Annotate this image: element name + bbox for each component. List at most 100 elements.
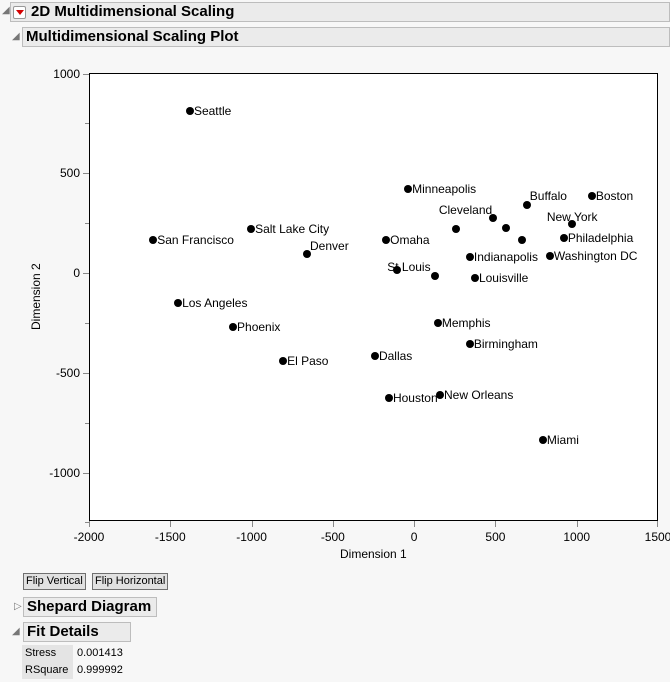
- data-point[interactable]: [470, 273, 479, 282]
- data-point[interactable]: [174, 298, 183, 307]
- data-point[interactable]: [451, 225, 460, 234]
- point-label: Seattle: [193, 104, 232, 118]
- point-label: Denver: [310, 239, 349, 254]
- report-title: 2D Multidimensional Scaling: [31, 3, 235, 20]
- x-tick-label: 500: [485, 530, 506, 544]
- data-point[interactable]: [435, 391, 444, 400]
- point-label: Birmingham: [473, 337, 538, 352]
- x-tick-label: -2000: [73, 530, 105, 544]
- data-point[interactable]: [545, 252, 554, 261]
- data-point[interactable]: [247, 225, 256, 234]
- data-point[interactable]: [303, 250, 311, 259]
- y-minor-tick: [85, 522, 89, 524]
- collapse-triangle-icon[interactable]: ◢: [12, 626, 20, 637]
- data-point[interactable]: [382, 236, 391, 245]
- y-minor-tick: [85, 422, 89, 424]
- data-point[interactable]: [488, 213, 497, 222]
- point-label: Cleveland: [438, 202, 493, 217]
- point-label: New Orleans: [443, 388, 514, 403]
- point-label: Minneapolis: [412, 182, 477, 196]
- y-tick-label: -1000: [49, 465, 80, 480]
- x-tick: [170, 521, 172, 527]
- flip-horizontal-button[interactable]: Flip Horizontal: [92, 573, 169, 590]
- fit-label: Stress: [22, 645, 73, 662]
- y-tick: [83, 73, 89, 75]
- point-label: St Louis: [387, 260, 431, 274]
- shepard-diagram-header[interactable]: Shepard Diagram: [23, 597, 157, 617]
- data-point[interactable]: [465, 340, 474, 349]
- x-tick: [89, 521, 90, 527]
- x-tick: [657, 521, 658, 527]
- point-label: Philadelphia: [567, 231, 634, 246]
- y-tick: [83, 472, 89, 474]
- collapse-triangle-icon[interactable]: ◢: [2, 5, 10, 16]
- point-label: San Francisco: [157, 233, 234, 248]
- fit-details-title: Fit Details: [27, 623, 99, 640]
- x-tick: [576, 521, 578, 527]
- data-point[interactable]: [404, 185, 413, 193]
- fit-details-table: Stress 0.001413 RSquare 0.999992: [22, 645, 123, 679]
- scatter-plot-area[interactable]: [89, 73, 658, 521]
- point-label: Los Angeles: [182, 295, 248, 310]
- point-label: Houston: [392, 391, 438, 406]
- point-label: Louisville: [478, 270, 529, 285]
- flip-vertical-button[interactable]: Flip Vertical: [23, 573, 86, 590]
- collapse-triangle-icon[interactable]: ◢: [12, 31, 20, 42]
- point-label: Buffalo: [529, 188, 567, 203]
- y-tick-label: -500: [55, 365, 80, 380]
- x-tick: [495, 521, 497, 527]
- data-point[interactable]: [538, 435, 547, 444]
- point-label: Salt Lake City: [255, 222, 330, 237]
- y-tick: [83, 273, 89, 274]
- plot-section-title: Multidimensional Scaling Plot: [26, 28, 239, 45]
- y-minor-tick: [85, 123, 89, 125]
- point-label: Dallas: [378, 348, 413, 363]
- data-point[interactable]: [370, 351, 379, 360]
- data-point[interactable]: [465, 253, 474, 262]
- y-minor-tick: [85, 223, 89, 225]
- point-label: Miami: [546, 432, 579, 447]
- fit-value: 0.001413: [77, 647, 123, 659]
- x-tick-label: 0: [410, 530, 418, 544]
- data-point[interactable]: [501, 224, 510, 233]
- x-axis-title: Dimension 1: [340, 547, 407, 561]
- data-point[interactable]: [587, 191, 596, 200]
- data-point[interactable]: [567, 220, 576, 229]
- red-triangle-menu-icon[interactable]: [13, 6, 26, 19]
- y-tick-label: 500: [59, 166, 80, 181]
- data-point[interactable]: [393, 266, 402, 274]
- data-point[interactable]: [522, 200, 531, 209]
- x-tick: [332, 521, 334, 527]
- data-point[interactable]: [185, 107, 194, 115]
- data-point[interactable]: [431, 271, 440, 280]
- y-tick-label: 1000: [53, 66, 80, 81]
- x-tick: [414, 521, 416, 527]
- point-label: El Paso: [287, 353, 329, 368]
- report-header: 2D Multidimensional Scaling: [10, 2, 670, 22]
- shepard-diagram-title: Shepard Diagram: [27, 598, 152, 615]
- data-point[interactable]: [433, 319, 442, 328]
- point-label: Omaha: [390, 233, 430, 248]
- point-label: Indianapolis: [473, 250, 538, 265]
- point-label: New York: [546, 210, 598, 225]
- data-point[interactable]: [384, 394, 393, 403]
- fit-value: 0.999992: [77, 664, 123, 676]
- fit-row-rsquare: RSquare 0.999992: [22, 662, 123, 679]
- x-tick: [251, 521, 253, 527]
- y-minor-tick: [85, 322, 89, 324]
- x-tick-label: -500: [320, 530, 345, 544]
- fit-label: RSquare: [22, 662, 73, 679]
- data-point[interactable]: [229, 323, 238, 332]
- plot-section-header[interactable]: Multidimensional Scaling Plot: [22, 27, 670, 47]
- expand-triangle-icon[interactable]: ▷: [14, 601, 22, 612]
- x-tick-label: -1000: [236, 530, 267, 544]
- y-tick: [83, 173, 89, 175]
- y-tick: [83, 372, 89, 374]
- fit-row-stress: Stress 0.001413: [22, 645, 123, 662]
- fit-details-header[interactable]: Fit Details: [23, 622, 131, 642]
- y-axis-title: Dimension 2: [29, 263, 43, 330]
- data-point[interactable]: [279, 356, 288, 365]
- data-point[interactable]: [149, 236, 158, 245]
- data-point[interactable]: [559, 234, 568, 243]
- data-point[interactable]: [517, 236, 526, 245]
